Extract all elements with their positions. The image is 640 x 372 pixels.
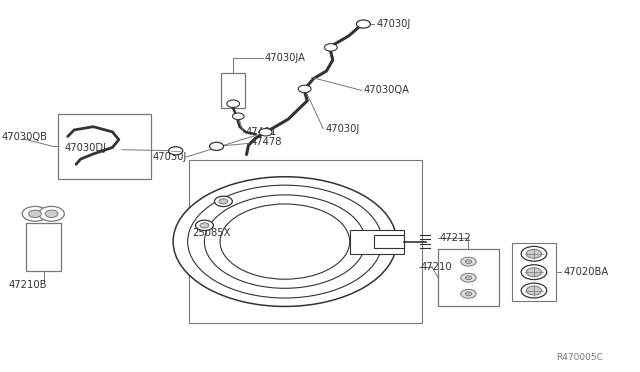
Circle shape bbox=[169, 147, 182, 155]
Circle shape bbox=[173, 177, 397, 307]
Circle shape bbox=[526, 249, 541, 258]
Circle shape bbox=[526, 286, 541, 295]
Bar bbox=[26, 223, 61, 271]
Circle shape bbox=[461, 257, 476, 266]
Circle shape bbox=[521, 246, 547, 261]
Text: 47401: 47401 bbox=[245, 127, 276, 137]
Circle shape bbox=[209, 142, 223, 150]
Text: 47020BA: 47020BA bbox=[563, 267, 609, 277]
Text: 47030QA: 47030QA bbox=[364, 86, 410, 95]
Text: 47210B: 47210B bbox=[8, 280, 47, 290]
Text: 47030J: 47030J bbox=[153, 152, 187, 162]
Circle shape bbox=[220, 204, 349, 279]
Circle shape bbox=[219, 199, 228, 204]
Bar bbox=[511, 243, 556, 301]
Text: 47212: 47212 bbox=[440, 233, 472, 243]
Circle shape bbox=[214, 196, 232, 206]
Circle shape bbox=[461, 289, 476, 298]
Circle shape bbox=[465, 260, 472, 263]
Bar bbox=[221, 73, 245, 108]
Circle shape bbox=[227, 100, 239, 108]
Text: 47030J: 47030J bbox=[325, 124, 359, 134]
Circle shape bbox=[22, 206, 48, 221]
Text: R470005C: R470005C bbox=[556, 353, 603, 362]
Text: 47030DJ: 47030DJ bbox=[64, 143, 106, 153]
Bar bbox=[349, 230, 404, 254]
Circle shape bbox=[232, 113, 244, 120]
Circle shape bbox=[298, 85, 311, 93]
Circle shape bbox=[521, 265, 547, 280]
Circle shape bbox=[195, 220, 213, 231]
Circle shape bbox=[465, 292, 472, 296]
Circle shape bbox=[324, 44, 337, 51]
Circle shape bbox=[45, 210, 58, 218]
Bar bbox=[438, 249, 499, 307]
Circle shape bbox=[461, 273, 476, 282]
Circle shape bbox=[200, 223, 209, 228]
Circle shape bbox=[39, 206, 64, 221]
Circle shape bbox=[526, 268, 541, 277]
Circle shape bbox=[29, 210, 42, 218]
Circle shape bbox=[521, 283, 547, 298]
Text: 25085X: 25085X bbox=[192, 228, 231, 238]
Bar bbox=[189, 160, 422, 323]
Bar bbox=[58, 114, 151, 179]
Text: 47030QB: 47030QB bbox=[2, 132, 48, 142]
Text: 47210: 47210 bbox=[421, 262, 452, 272]
Circle shape bbox=[259, 129, 272, 136]
Text: 47030J: 47030J bbox=[376, 19, 410, 29]
Circle shape bbox=[204, 195, 365, 288]
Bar bbox=[374, 235, 404, 248]
Circle shape bbox=[356, 20, 371, 28]
Circle shape bbox=[188, 185, 382, 298]
Text: 47030JA: 47030JA bbox=[264, 53, 305, 63]
Circle shape bbox=[465, 276, 472, 280]
Text: 47478: 47478 bbox=[251, 137, 282, 147]
